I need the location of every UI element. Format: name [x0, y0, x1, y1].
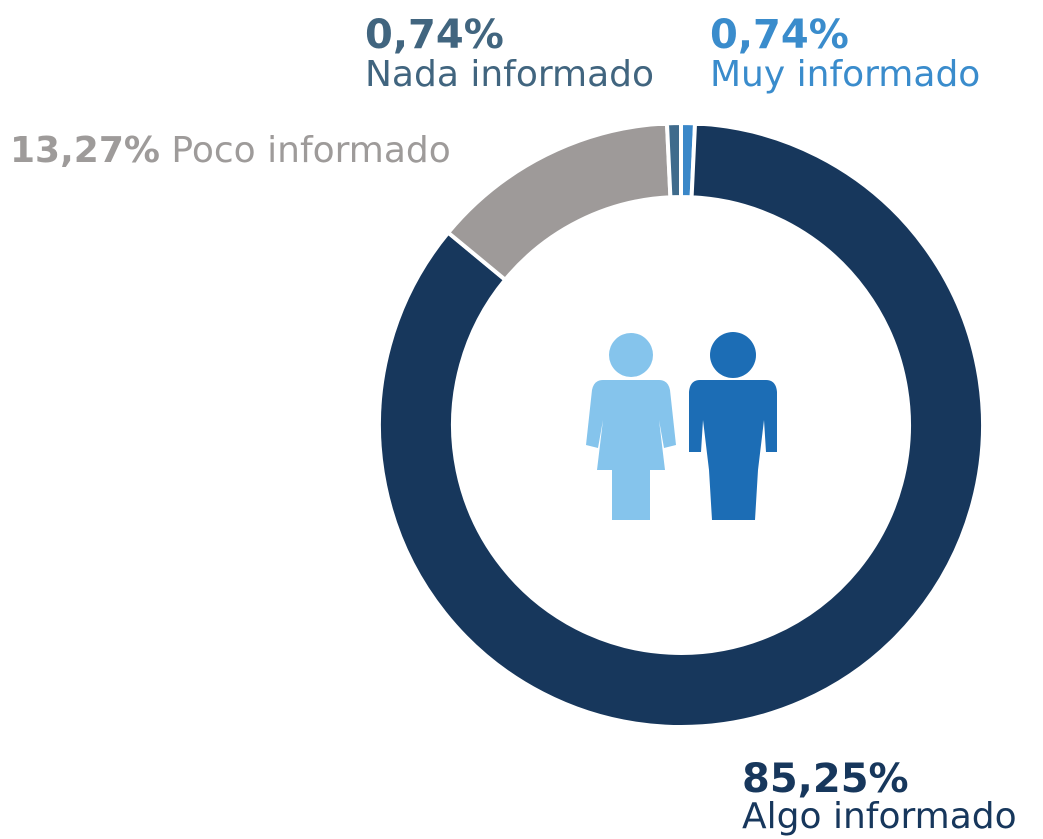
slice-percent: 0,74% [710, 12, 849, 58]
donut-slice [445, 121, 673, 283]
slice-name: Algo informado [742, 796, 1017, 837]
donut-slice [664, 120, 683, 200]
donut-slice [377, 121, 985, 729]
slice-label: 13,27% Poco informado [10, 130, 451, 171]
people-icon [586, 332, 777, 520]
slice-name: Nada informado [365, 54, 654, 95]
slice-name: Muy informado [710, 54, 980, 95]
slice-percent: 85,25% [742, 756, 909, 802]
slice-name: Poco informado [171, 130, 450, 171]
slice-percent: 0,74% [365, 12, 504, 58]
slice-percent: 13,27% [10, 130, 160, 171]
